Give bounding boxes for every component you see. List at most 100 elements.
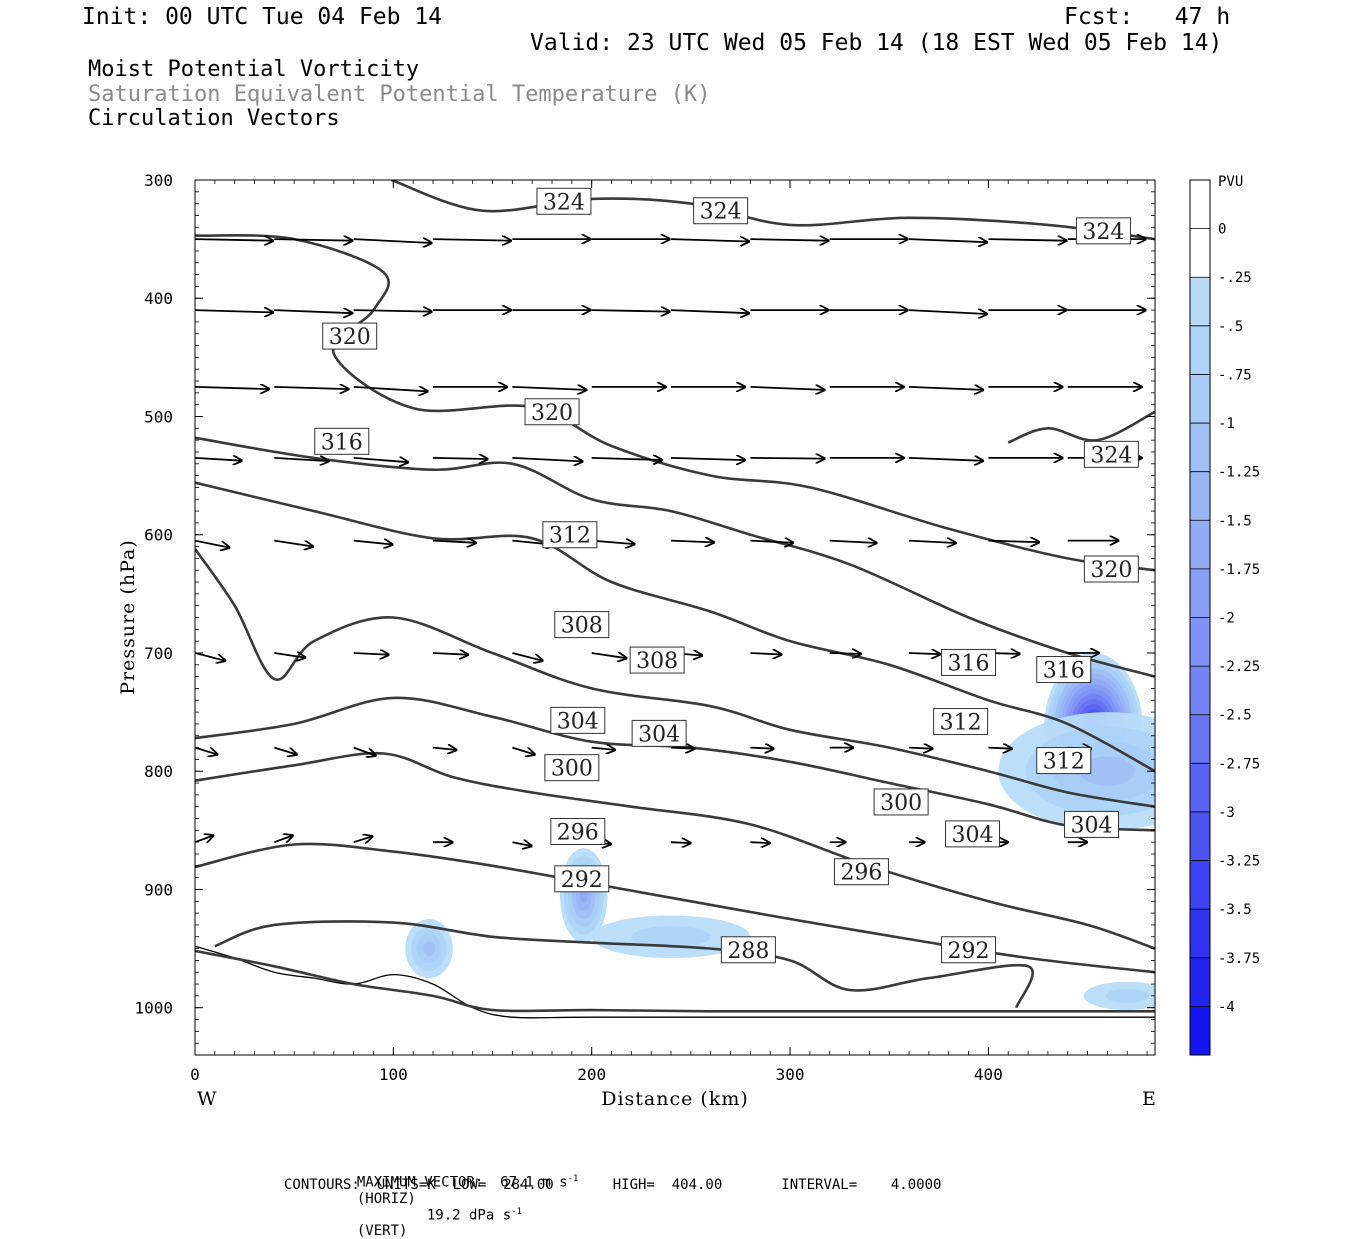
contour-label-text: 324 [1090, 443, 1132, 468]
contour-label-304: 304 [945, 820, 1001, 848]
circulation-vector [195, 387, 269, 389]
contour-label-box [933, 708, 989, 736]
contour-label-box [1083, 555, 1139, 583]
circulation-vector [353, 458, 408, 462]
colorbar-title: PVU [1218, 174, 1243, 190]
max-vector-horiz-exponent: -1 [567, 1174, 579, 1184]
contour-label-292: 292 [941, 936, 997, 964]
y-tick-label: 300 [144, 171, 173, 190]
contour-label-300: 300 [544, 754, 600, 782]
colorbar-segment [1190, 228, 1210, 278]
circulation-vector [353, 239, 432, 243]
contour-label-box [629, 646, 685, 674]
colorbar-label: -3.5 [1218, 902, 1252, 918]
contour-line-312 [195, 481, 1155, 773]
contour-label-box [1064, 810, 1120, 838]
contour-label-box [322, 322, 378, 350]
circulation-vector [274, 746, 296, 755]
contour-label-text: 308 [636, 649, 678, 674]
circulation-vector [195, 652, 225, 661]
contour-label-312: 312 [1036, 747, 1092, 775]
colorbar-segment [1190, 568, 1210, 618]
max-vector-horiz-value: MAXIMUM VECTOR: 67.1 m s [356, 1174, 568, 1191]
circulation-vector [274, 387, 348, 389]
colorbar-segment [1190, 520, 1210, 570]
contour-info-text: CONTOURS: UNITS=K LOW= 284.00 HIGH= 404.… [284, 1177, 942, 1193]
colorbar-segment [1190, 666, 1210, 716]
circulation-vector [195, 836, 213, 843]
colorbar-label: -2.75 [1218, 756, 1260, 772]
circulation-vector [195, 539, 229, 548]
legend-title-mpv: Moist Potential Vorticity [88, 57, 420, 82]
contour-label-box [720, 936, 776, 964]
contour-label-text: 312 [1043, 750, 1085, 775]
contour-label-324: 324 [1083, 440, 1139, 468]
circulation-vector [670, 748, 694, 749]
contour-label-text: 300 [880, 791, 922, 816]
contour-label-312: 312 [933, 708, 989, 736]
pv-region-5-level-1 [1105, 988, 1150, 1003]
circulation-vector [353, 387, 428, 392]
contour-label-292: 292 [554, 865, 610, 893]
contour-label-box [941, 648, 997, 676]
colorbar-label: -1.25 [1218, 465, 1260, 481]
pv-colorbar: PVU 0 -.25 -.5 -.75 -1 -1.25 -1.5 -1.75 -2 -2.25 -2… [1189, 174, 1260, 1056]
contour-label-text: 288 [727, 939, 769, 964]
circulation-vector [591, 541, 635, 545]
circulation-vector [591, 748, 615, 750]
contour-label-text: 324 [543, 190, 585, 215]
axis-tick-layer: 300 400 500 600 700 800 900 1000 0 100 200 300 400 [134, 171, 1155, 1084]
contour-line-316 [195, 436, 1155, 678]
circulation-vector [908, 387, 983, 390]
forecast-hour: Fcst: 47 h [1064, 4, 1231, 30]
circulation-vector [670, 458, 745, 460]
circulation-vector [353, 541, 393, 545]
circulation-vector [195, 458, 242, 461]
colorbar-segment [1190, 860, 1210, 910]
contour-label-box [873, 788, 929, 816]
max-vector-horiz-label: (HORIZ) [356, 1190, 416, 1207]
contour-label-text: 304 [952, 823, 994, 848]
circulation-vector [908, 653, 940, 654]
circulation-vector [908, 310, 987, 314]
contour-label-text: 316 [948, 651, 990, 676]
circulation-vector [908, 239, 987, 242]
circulation-vector [591, 653, 627, 658]
colorbar-label: -3.25 [1218, 854, 1260, 870]
init-time: Init: 00 UTC Tue 04 Feb 14 [82, 4, 443, 30]
circulation-vector [274, 458, 329, 461]
circulation-vector [988, 239, 1066, 241]
contour-label-text: 320 [329, 325, 371, 350]
circulation-vector [750, 653, 781, 655]
colorbar-segment [1190, 325, 1210, 375]
circulation-vector [274, 539, 313, 547]
x-tick-label: 300 [776, 1065, 805, 1084]
circulation-vector [591, 458, 662, 460]
circulation-vector [829, 541, 877, 543]
circulation-vector [432, 748, 456, 750]
colorbar-label: -2 [1218, 611, 1235, 627]
max-vector-vert-label: (VERT) [356, 1223, 408, 1239]
y-tick-label: 800 [144, 762, 173, 781]
contour-label-box [544, 754, 600, 782]
colorbar-segment [1190, 374, 1210, 424]
colorbar-label: -3.75 [1218, 951, 1260, 967]
colorbar-segment [1190, 423, 1210, 473]
max-vector-vert-exponent: -1 [511, 1206, 522, 1217]
circulation-vector [195, 239, 273, 241]
colorbar-label: -.75 [1218, 367, 1252, 383]
contour-label-layer: 324 324 324 324 320 320 320 316 316 316 312 312 312 3… [314, 187, 1139, 964]
circulation-vector [274, 653, 305, 658]
x-left-label: W [197, 1088, 217, 1110]
pv-region-4-level-1 [631, 926, 711, 948]
circulation-vector [670, 541, 714, 543]
contour-label-296: 296 [833, 858, 889, 886]
circulation-vector [353, 746, 376, 756]
colorbar-label: -2.5 [1218, 708, 1252, 724]
x-tick-label: 100 [379, 1065, 408, 1084]
circulation-vector [750, 239, 828, 241]
colorbar-label: -2.25 [1218, 659, 1260, 675]
colorbar-segment [1190, 277, 1210, 327]
contour-label-320: 320 [322, 322, 378, 350]
contour-line-300 [195, 751, 1155, 950]
